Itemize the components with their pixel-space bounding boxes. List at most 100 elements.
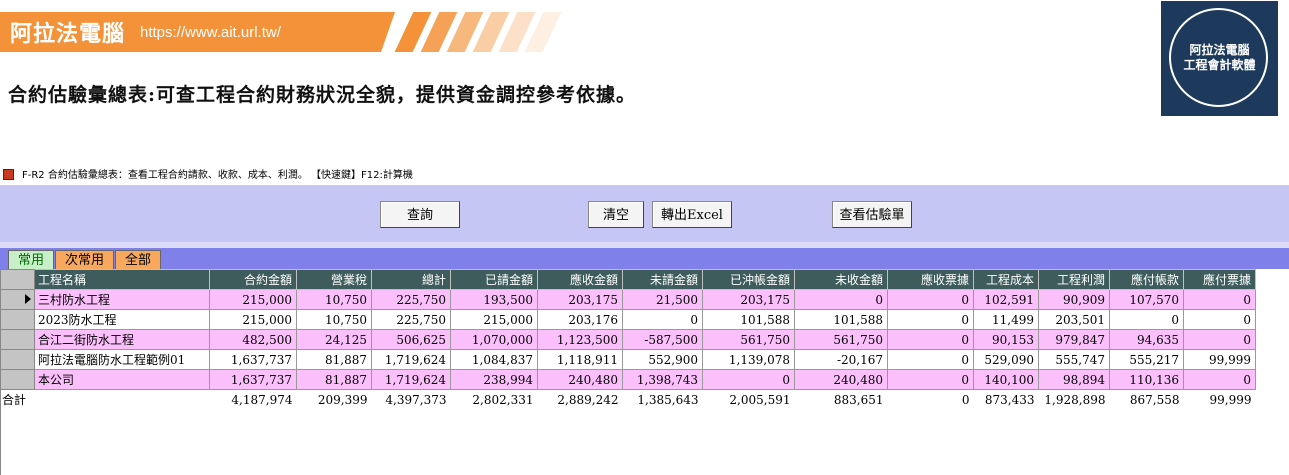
column-header[interactable]: 營業稅 [296, 269, 372, 290]
table-cell[interactable]: 203,175 [702, 289, 795, 310]
table-cell[interactable]: 94,635 [1109, 329, 1184, 350]
table-row[interactable]: 三村防水工程 215,000 10,750 225,750 193,500 20… [0, 289, 1256, 310]
table-cell[interactable]: -20,167 [794, 349, 888, 370]
column-header[interactable]: 未請金額 [622, 269, 703, 290]
table-cell[interactable]: 203,175 [537, 289, 623, 310]
table-cell[interactable]: 225,750 [371, 289, 451, 310]
row-selector[interactable] [0, 289, 35, 310]
table-cell[interactable]: 555,217 [1109, 349, 1184, 370]
table-cell[interactable]: 482,500 [209, 329, 297, 350]
table-cell[interactable]: 0 [1183, 289, 1256, 310]
table-cell[interactable]: 215,000 [209, 309, 297, 330]
tab-secondary[interactable]: 次常用 [55, 250, 114, 269]
table-cell[interactable]: 979,847 [1038, 329, 1110, 350]
table-cell[interactable]: 0 [702, 369, 795, 390]
table-cell[interactable]: 1,123,500 [537, 329, 623, 350]
table-cell[interactable]: 225,750 [371, 309, 451, 330]
table-cell[interactable]: 0 [887, 349, 974, 370]
table-cell[interactable]: 三村防水工程 [34, 289, 210, 310]
table-cell[interactable]: 203,501 [1038, 309, 1110, 330]
table-cell[interactable]: 1,719,624 [371, 349, 451, 370]
column-header[interactable]: 工程成本 [973, 269, 1039, 290]
table-cell[interactable]: 506,625 [371, 329, 451, 350]
column-header[interactable]: 已請金額 [450, 269, 538, 290]
table-cell[interactable]: 1,637,737 [209, 349, 297, 370]
table-cell[interactable]: 21,500 [622, 289, 703, 310]
table-cell[interactable]: 110,136 [1109, 369, 1184, 390]
column-header[interactable]: 應付票據 [1183, 269, 1256, 290]
table-cell[interactable]: 193,500 [450, 289, 538, 310]
table-cell[interactable]: 10,750 [296, 309, 372, 330]
table-cell[interactable]: 552,900 [622, 349, 703, 370]
table-cell[interactable]: 107,570 [1109, 289, 1184, 310]
column-header[interactable]: 應收金額 [537, 269, 623, 290]
table-cell[interactable]: 203,176 [537, 309, 623, 330]
table-cell[interactable]: 0 [1109, 309, 1184, 330]
table-cell[interactable]: 1,070,000 [450, 329, 538, 350]
table-cell[interactable]: 1,719,624 [371, 369, 451, 390]
tab-common[interactable]: 常用 [8, 250, 54, 269]
table-cell[interactable]: 1,139,078 [702, 349, 795, 370]
table-cell[interactable]: 11,499 [973, 309, 1039, 330]
table-cell[interactable]: 81,887 [296, 349, 372, 370]
column-header[interactable]: 應收票據 [887, 269, 974, 290]
column-header[interactable]: 應付帳款 [1109, 269, 1184, 290]
table-cell[interactable]: 90,909 [1038, 289, 1110, 310]
table-cell[interactable]: 555,747 [1038, 349, 1110, 370]
table-cell[interactable]: 10,750 [296, 289, 372, 310]
table-cell[interactable]: 102,591 [973, 289, 1039, 310]
table-cell[interactable]: 99,999 [1183, 349, 1256, 370]
table-cell[interactable]: 1,084,837 [450, 349, 538, 370]
table-cell[interactable]: 0 [794, 289, 888, 310]
table-cell[interactable]: 0 [887, 289, 974, 310]
row-selector[interactable] [0, 349, 35, 370]
table-cell[interactable]: 240,480 [537, 369, 623, 390]
table-cell[interactable]: 1,398,743 [622, 369, 703, 390]
table-cell[interactable]: 阿拉法電腦防水工程範例01 [34, 349, 210, 370]
table-cell[interactable]: 561,750 [702, 329, 795, 350]
table-cell[interactable]: 0 [887, 369, 974, 390]
table-row[interactable]: 本公司 1,637,737 81,887 1,719,624 238,994 2… [0, 369, 1256, 390]
column-header[interactable]: 已沖帳金額 [702, 269, 795, 290]
table-cell[interactable]: -587,500 [622, 329, 703, 350]
query-button[interactable]: 查詢 [380, 201, 460, 228]
table-cell[interactable]: 0 [1183, 309, 1256, 330]
table-cell[interactable]: 24,125 [296, 329, 372, 350]
column-header[interactable]: 總計 [371, 269, 451, 290]
table-cell[interactable]: 90,153 [973, 329, 1039, 350]
table-cell[interactable]: 101,588 [794, 309, 888, 330]
table-cell[interactable]: 1,118,911 [537, 349, 623, 370]
table-cell[interactable]: 2023防水工程 [34, 309, 210, 330]
table-cell[interactable]: 98,894 [1038, 369, 1110, 390]
table-cell[interactable]: 本公司 [34, 369, 210, 390]
table-cell[interactable]: 0 [1183, 369, 1256, 390]
table-cell[interactable]: 0 [622, 309, 703, 330]
tab-all[interactable]: 全部 [115, 250, 161, 269]
table-cell[interactable]: 1,637,737 [209, 369, 297, 390]
column-header[interactable]: 未收金額 [794, 269, 888, 290]
view-estimate-button[interactable]: 查看估驗單 [832, 201, 912, 228]
table-row[interactable]: 阿拉法電腦防水工程範例01 1,637,737 81,887 1,719,624… [0, 349, 1256, 370]
table-cell[interactable]: 81,887 [296, 369, 372, 390]
table-row[interactable]: 2023防水工程 215,000 10,750 225,750 215,000 … [0, 309, 1256, 330]
column-header[interactable]: 合約金額 [209, 269, 297, 290]
row-selector[interactable] [0, 329, 35, 350]
table-cell[interactable]: 240,480 [794, 369, 888, 390]
table-cell[interactable]: 238,994 [450, 369, 538, 390]
clear-button[interactable]: 清空 [588, 201, 644, 228]
row-selector[interactable] [0, 309, 35, 330]
table-cell[interactable]: 0 [887, 329, 974, 350]
row-selector[interactable] [0, 369, 35, 390]
brand-url[interactable]: https://www.ait.url.tw/ [140, 24, 281, 41]
table-cell[interactable]: 0 [887, 309, 974, 330]
table-cell[interactable]: 101,588 [702, 309, 795, 330]
export-excel-button[interactable]: 轉出Excel [652, 201, 732, 228]
table-cell[interactable]: 529,090 [973, 349, 1039, 370]
table-cell[interactable]: 合江二街防水工程 [34, 329, 210, 350]
table-cell[interactable]: 215,000 [450, 309, 538, 330]
column-header[interactable]: 工程名稱 [34, 269, 210, 290]
table-cell[interactable]: 215,000 [209, 289, 297, 310]
table-cell[interactable]: 140,100 [973, 369, 1039, 390]
table-cell[interactable]: 561,750 [794, 329, 888, 350]
column-header[interactable]: 工程利潤 [1038, 269, 1110, 290]
